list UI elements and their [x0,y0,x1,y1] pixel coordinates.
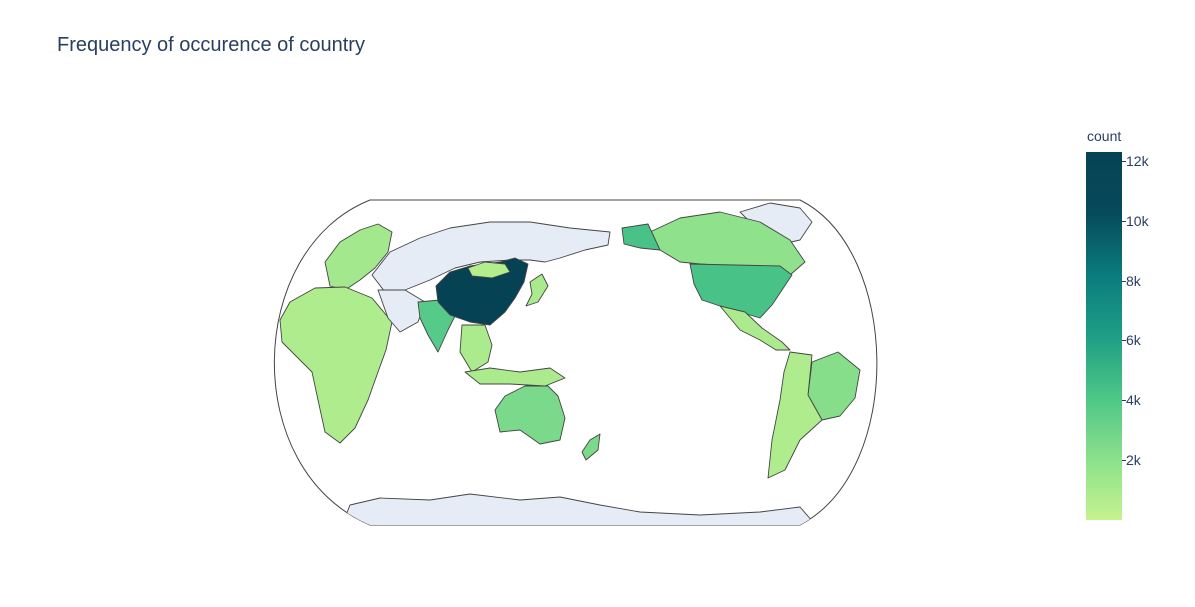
region-mexico[interactable] [719,305,791,351]
colorbar-tick-mark [1122,160,1126,162]
colorbar-tick-mark [1122,220,1126,222]
colorbar-tick-mark [1122,460,1126,462]
colorbar-tick-label: 4k [1126,392,1141,409]
colorbar-tick-label: 2k [1126,452,1141,469]
region-southeast-asia[interactable] [459,324,493,373]
colorbar-tick-mark [1122,340,1126,342]
region-antarctica[interactable] [339,493,821,530]
region-middle-east[interactable] [377,289,426,333]
colorbar-title: count [1087,128,1122,144]
colorbar-tick-label: 10k [1126,212,1149,229]
region-indonesia[interactable] [464,367,566,387]
region-mongolia[interactable] [467,261,511,279]
colorbar-tick-label: 8k [1126,272,1141,289]
region-argentina[interactable] [767,351,823,479]
colorbar-tick-label: 6k [1126,332,1141,349]
region-united-states[interactable] [689,263,793,319]
region-russia[interactable] [371,221,611,293]
colorbar [1086,152,1122,520]
colorbar-tick-mark [1122,400,1126,402]
region-new-zealand[interactable] [581,433,601,461]
region-africa[interactable] [279,286,393,444]
colorbar-tick-label: 12k [1126,152,1149,169]
region-australia[interactable] [494,385,566,445]
region-alaska[interactable] [621,223,661,251]
region-japan[interactable] [525,273,549,307]
colorbar-tick-mark [1122,280,1126,282]
chart-title: Frequency of occurence of country [57,34,365,56]
